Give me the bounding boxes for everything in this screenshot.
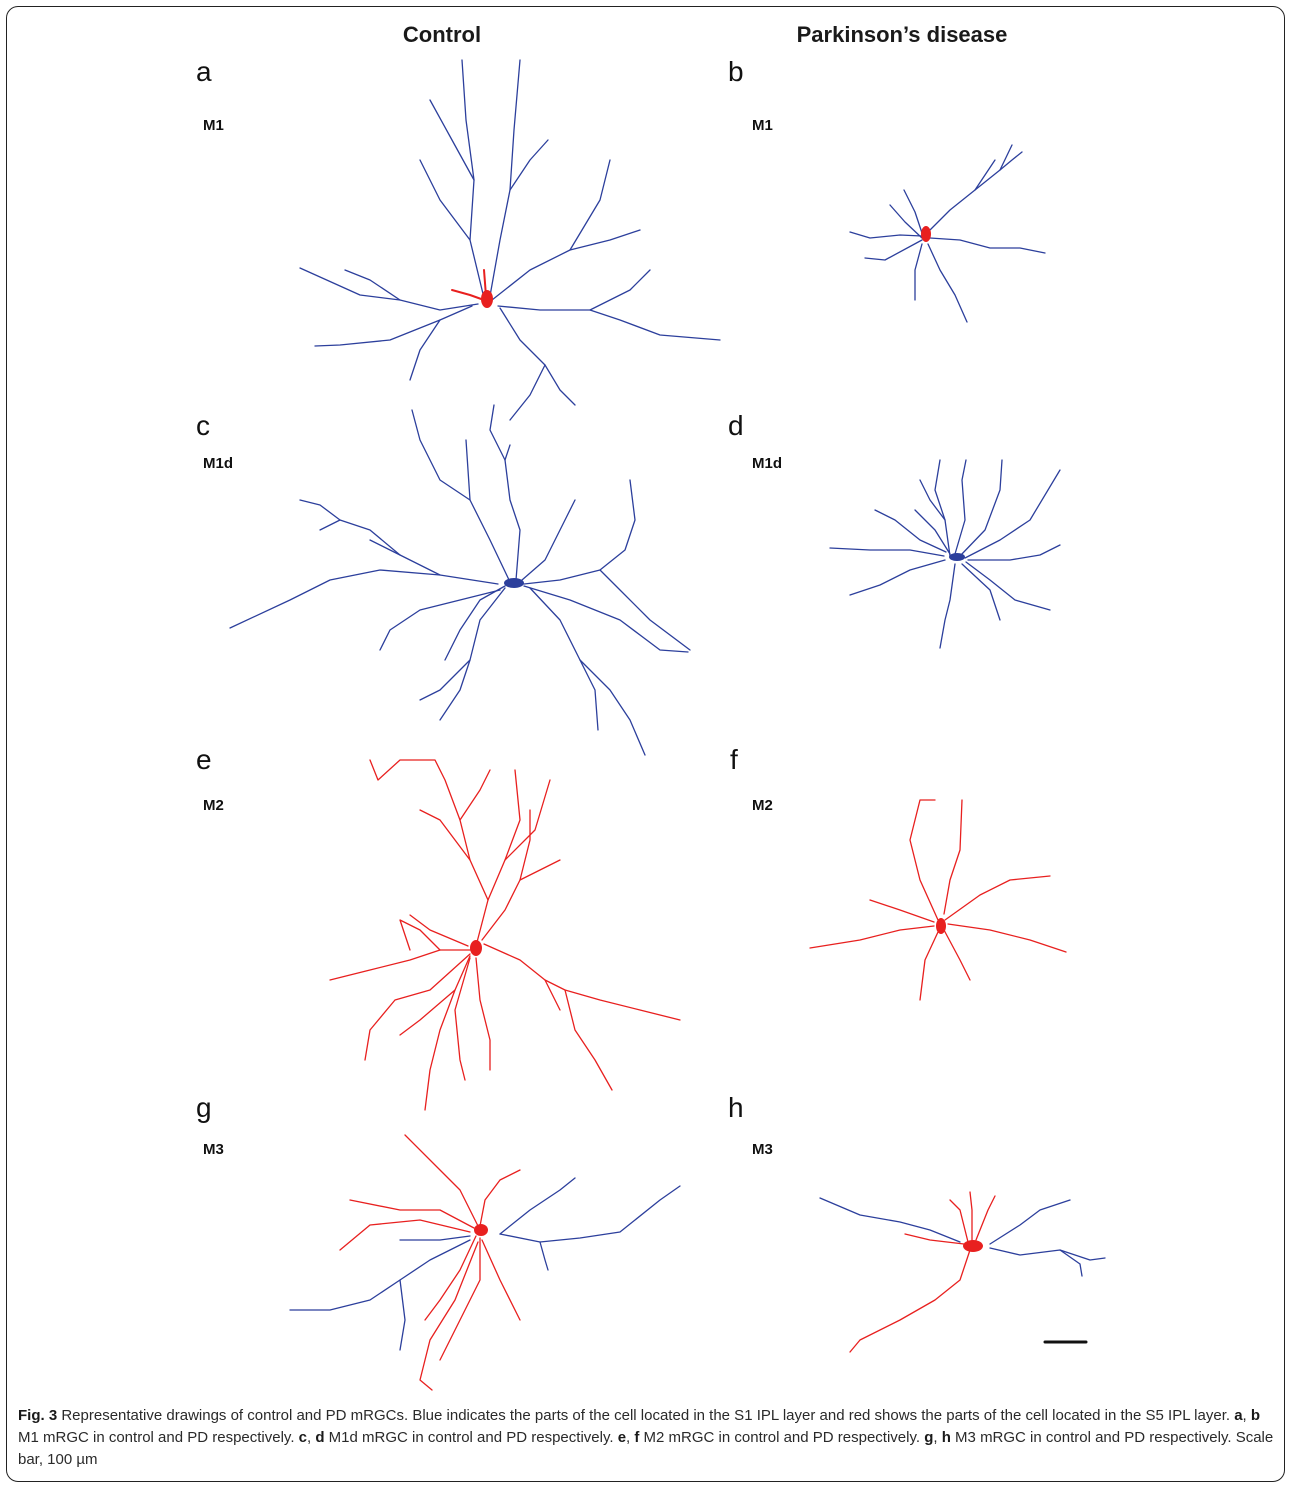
cell-type-g: M3 xyxy=(203,1141,224,1158)
caption-ref-e: e xyxy=(617,1429,627,1446)
panel-letter-h: h xyxy=(728,1092,744,1123)
panel-letter-g: g xyxy=(196,1092,212,1123)
figure-frame xyxy=(6,6,1285,1482)
caption-ref-c: c xyxy=(298,1429,307,1446)
cell-type-a: M1 xyxy=(203,117,224,134)
caption-text-2: M1 mRGC in control and PD respectively. xyxy=(18,1429,299,1446)
caption-sep-4: , xyxy=(933,1429,942,1446)
figure-caption: Fig. 3 Representative drawings of contro… xyxy=(18,1405,1276,1471)
neuron-d-pd-m1d xyxy=(829,459,1061,649)
panel-letter-f: f xyxy=(730,744,738,775)
caption-text-4: M2 mRGC in control and PD respectively. xyxy=(639,1429,925,1446)
panel-letter-b: b xyxy=(728,56,744,87)
caption-sep-3: , xyxy=(626,1429,635,1446)
caption-ref-h: h xyxy=(941,1429,951,1446)
column-header-control: Control xyxy=(402,22,482,47)
neuron-g-control-m3 xyxy=(289,1134,681,1391)
caption-text-3: M1d mRGC in control and PD respectively. xyxy=(324,1429,618,1446)
neuron-e-control-m2 xyxy=(329,759,681,1111)
cell-type-b: M1 xyxy=(752,117,773,134)
neuron-h-pd-m3 xyxy=(819,1191,1106,1353)
caption-ref-d: d xyxy=(315,1429,325,1446)
caption-sep-2: , xyxy=(307,1429,316,1446)
caption-ref-a: a xyxy=(1234,1407,1243,1424)
neuron-c-control-m1d xyxy=(229,404,691,756)
cell-type-e: M2 xyxy=(203,797,224,814)
neuron-f-pd-m2 xyxy=(809,799,1067,1001)
cell-type-d: M1d xyxy=(752,455,782,472)
panel-letter-d: d xyxy=(728,410,744,441)
neuron-b-pd-m1 xyxy=(849,144,1046,323)
caption-ref-b: b xyxy=(1250,1407,1261,1424)
caption-fig-label: Fig. 3 xyxy=(18,1407,58,1424)
panel-letter-c: c xyxy=(196,410,210,441)
neuron-a-control-m1 xyxy=(299,59,721,421)
caption-sep-1: , xyxy=(1242,1407,1251,1424)
cell-type-f: M2 xyxy=(752,797,773,814)
column-header-pd: Parkinson’s disease xyxy=(796,22,1008,47)
cell-type-h: M3 xyxy=(752,1141,773,1158)
caption-ref-f: f xyxy=(634,1429,640,1446)
caption-text-5: M3 mRGC in control and PD respectively. … xyxy=(18,1429,1274,1468)
cell-type-c: M1d xyxy=(203,455,233,472)
caption-text-1: Representative drawings of control and P… xyxy=(57,1407,1235,1424)
panel-letter-a: a xyxy=(196,56,212,87)
panel-letter-e: e xyxy=(196,744,212,775)
caption-ref-g: g xyxy=(924,1429,934,1446)
